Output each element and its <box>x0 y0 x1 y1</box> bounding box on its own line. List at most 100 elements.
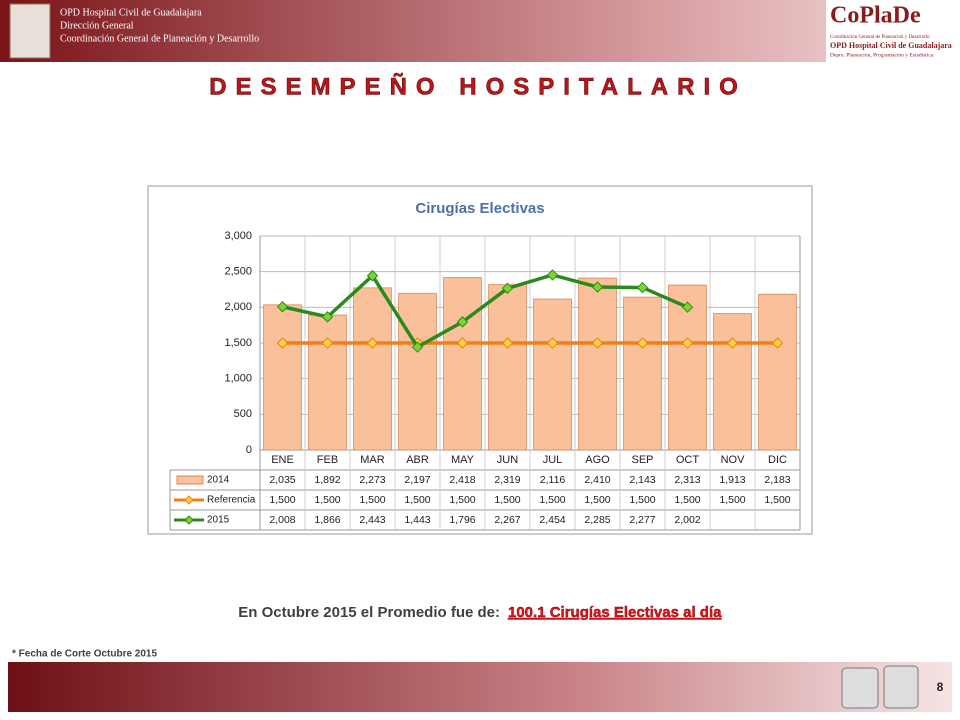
legend-swatch <box>184 515 194 525</box>
table-value: 2,277 <box>629 514 655 526</box>
table-value: 2,418 <box>449 474 475 486</box>
table-value: 1,500 <box>449 494 475 506</box>
marker <box>546 337 559 349</box>
table-value: 1,500 <box>269 494 295 506</box>
table-value: 2,319 <box>494 474 520 486</box>
y-tick-label: 3,000 <box>224 230 252 242</box>
bar <box>353 287 392 451</box>
header-right-line: Coordinación General de Planeación y Des… <box>830 35 930 40</box>
marker <box>636 281 649 294</box>
marker <box>366 270 379 282</box>
table-value: 2,002 <box>674 514 700 526</box>
bar <box>713 313 752 451</box>
x-tick-label: FEB <box>317 454 338 466</box>
table-value: 1,443 <box>404 514 430 526</box>
x-tick-label: JUN <box>497 454 518 466</box>
bar <box>533 298 572 451</box>
bar <box>263 304 302 451</box>
y-tick-label: 2,000 <box>224 301 252 313</box>
table-value: 2,183 <box>764 474 790 486</box>
x-tick-label: ABR <box>406 454 429 466</box>
x-tick-label: DIC <box>768 454 787 466</box>
marker <box>501 337 514 349</box>
marker <box>501 282 514 294</box>
marker <box>726 337 739 349</box>
page-number: 8 <box>937 680 944 694</box>
table-value: 1,866 <box>314 514 340 526</box>
y-tick-label: 500 <box>234 408 252 420</box>
legend-label: 2015 <box>207 515 230 526</box>
legend-swatch <box>176 475 204 485</box>
y-tick-label: 1,500 <box>224 337 252 349</box>
table-value: 2,443 <box>359 514 385 526</box>
table-value: 2,035 <box>269 474 295 486</box>
bar <box>488 284 527 451</box>
table-value: 2,273 <box>359 474 385 486</box>
marker <box>591 337 604 349</box>
header-right-line: OPD Hospital Civil de Guadalajara <box>830 41 952 50</box>
bar <box>443 277 482 451</box>
header-line: Dirección General <box>60 20 134 31</box>
table-value: 2,008 <box>269 514 295 526</box>
table-value: 2,313 <box>674 474 700 486</box>
logo-bg <box>826 0 960 62</box>
marker <box>456 337 469 349</box>
y-tick-label: 0 <box>246 444 252 456</box>
table-value: 1,500 <box>674 494 700 506</box>
table-value: 1,500 <box>404 494 430 506</box>
table-value: 2,143 <box>629 474 655 486</box>
table-value: 2,410 <box>584 474 610 486</box>
table-value: 1,500 <box>314 494 340 506</box>
table-value: 2,285 <box>584 514 610 526</box>
marker <box>321 311 334 323</box>
crest-footer <box>883 665 919 709</box>
x-tick-label: MAY <box>451 454 475 466</box>
slide-title: DESEMPEÑO HOSPITALARIO <box>209 72 747 100</box>
x-tick-label: SEP <box>631 454 653 466</box>
marker <box>276 301 289 313</box>
header-right-line: Depto. Planeación, Programación y Estadí… <box>830 52 934 58</box>
bar <box>578 277 617 451</box>
bar <box>758 293 797 451</box>
header-line: OPD Hospital Civil de Guadalajara <box>60 7 202 18</box>
marker <box>321 337 334 349</box>
marker <box>771 337 784 349</box>
y-tick-label: 2,500 <box>224 266 252 278</box>
table-value: 2,267 <box>494 514 520 526</box>
bar <box>398 292 437 451</box>
marker <box>366 337 379 349</box>
table-value: 1,500 <box>764 494 790 506</box>
crest-footer <box>841 667 879 709</box>
note: * Fecha de Corte Octubre 2015 <box>12 649 157 660</box>
x-tick-label: NOV <box>721 454 746 466</box>
summary-highlight: 100.1 Cirugías Electivas al día <box>508 604 722 621</box>
x-tick-label: AGO <box>585 454 610 466</box>
line <box>282 273 689 350</box>
marker <box>636 337 649 349</box>
header-line: Coordinación General de Planeación y Des… <box>60 33 259 44</box>
logo: CoPlaDe <box>830 3 921 29</box>
table-value: 1,500 <box>359 494 385 506</box>
x-tick-label: OCT <box>676 454 700 466</box>
y-tick-label: 1,000 <box>224 373 252 385</box>
table-value: 1,500 <box>494 494 520 506</box>
chart-title: Cirugías Electivas <box>415 200 544 217</box>
summary-prefix: En Octubre 2015 el Promedio fue de: <box>238 604 500 621</box>
marker <box>681 337 694 349</box>
table-value: 1,500 <box>584 494 610 506</box>
table-value: 1,913 <box>719 474 745 486</box>
marker <box>411 341 424 353</box>
footer-band <box>8 662 952 712</box>
table-value: 1,500 <box>539 494 565 506</box>
marker <box>681 301 694 313</box>
table-value: 1,796 <box>449 514 475 526</box>
table-value: 1,500 <box>629 494 655 506</box>
bar <box>308 314 347 451</box>
legend-label: Referencia <box>207 495 256 506</box>
x-tick-label: JUL <box>543 454 563 466</box>
table-value: 1,892 <box>314 474 340 486</box>
table-value: 2,116 <box>540 474 566 486</box>
marker <box>546 269 559 281</box>
